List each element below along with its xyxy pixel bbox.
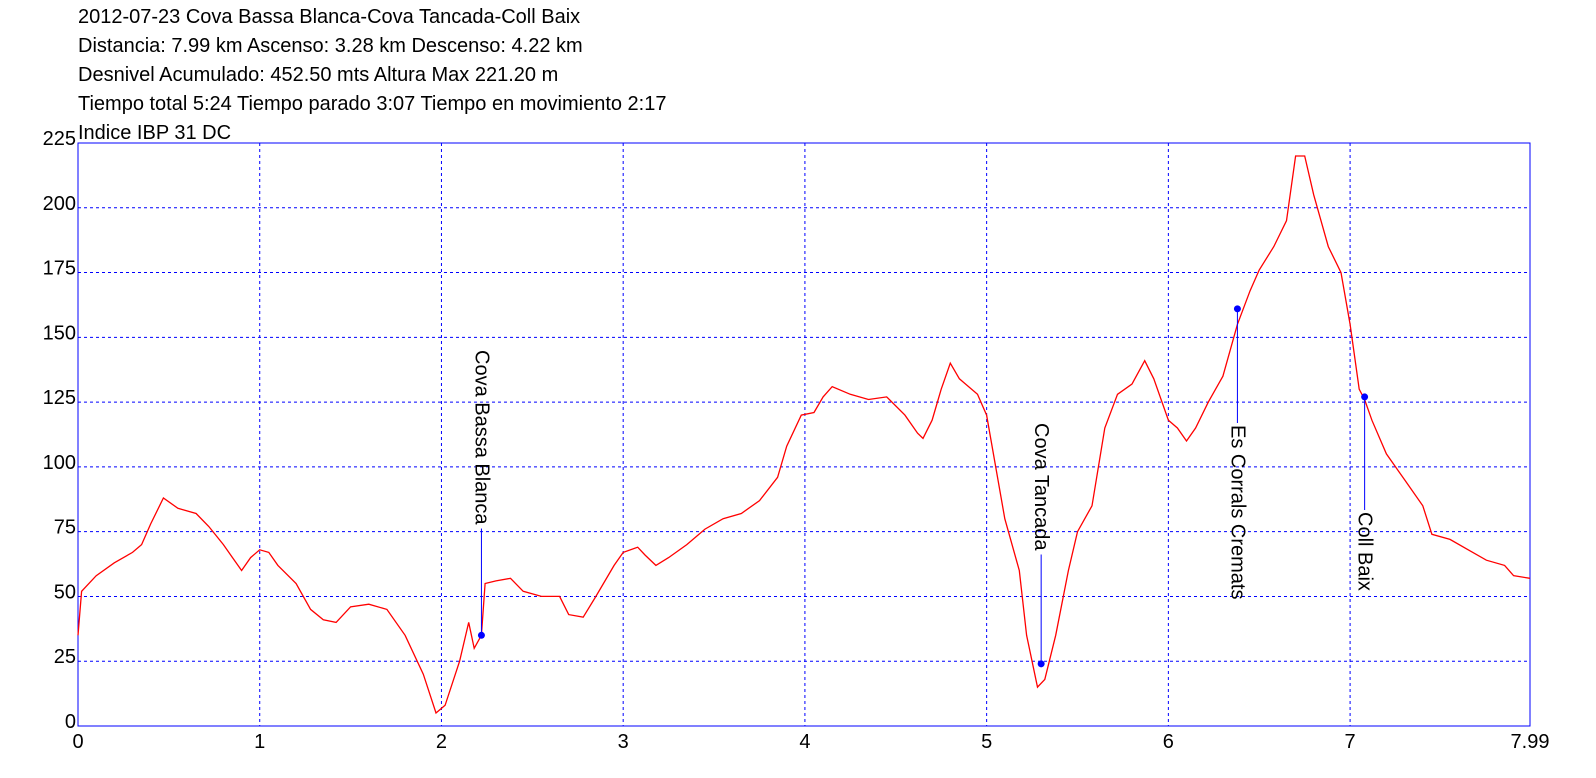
waypoint-label: Es Corrals Cremats	[1226, 425, 1248, 599]
x-tick-label: 7.99	[1511, 731, 1550, 753]
waypoint-point	[1233, 305, 1241, 313]
header-line: Desnivel Acumulado: 452.50 mts Altura Ma…	[78, 64, 558, 86]
y-tick-label: 75	[54, 517, 76, 539]
plot-frame	[77, 142, 1531, 727]
x-tick-label: 6	[1163, 731, 1174, 753]
waypoint-point	[477, 631, 485, 639]
x-tick-label: 0	[72, 731, 83, 753]
y-tick-label: 0	[65, 711, 76, 733]
y-tick-label: 175	[43, 258, 76, 280]
waypoint: Coll Baix	[1354, 393, 1376, 591]
y-tick-label: 25	[54, 646, 76, 668]
x-tick-label: 3	[618, 731, 629, 753]
x-tick-label: 1	[254, 731, 265, 753]
waypoint-label: Cova Tancada	[1030, 423, 1052, 551]
header-line: Distancia: 7.99 km Ascenso: 3.28 km Desc…	[78, 35, 583, 57]
y-tick-label: 125	[43, 387, 76, 409]
header-line: 2012-07-23 Cova Bassa Blanca-Cova Tancad…	[78, 6, 580, 28]
x-tick-label: 4	[799, 731, 810, 753]
waypoint: Cova Bassa Blanca	[470, 350, 492, 639]
elevation-line	[77, 155, 1531, 715]
waypoint-label: Cova Bassa Blanca	[470, 350, 492, 525]
waypoint-point	[1361, 393, 1369, 401]
waypoint-point	[1037, 660, 1045, 668]
y-tick-label: 200	[43, 193, 76, 215]
y-tick-label: 100	[43, 452, 76, 474]
header-line: Tiempo total 5:24 Tiempo parado 3:07 Tie…	[78, 93, 667, 115]
header-line: Indice IBP 31 DC	[78, 122, 231, 144]
y-tick-label: 50	[54, 581, 76, 603]
x-tick-label: 5	[981, 731, 992, 753]
x-tick-label: 2	[436, 731, 447, 753]
waypoint-label: Coll Baix	[1354, 512, 1376, 591]
waypoint: Es Corrals Cremats	[1226, 305, 1248, 599]
y-tick-label: 225	[43, 128, 76, 150]
x-tick-label: 7	[1345, 731, 1356, 753]
waypoint: Cova Tancada	[1030, 423, 1052, 668]
y-tick-label: 150	[43, 322, 76, 344]
